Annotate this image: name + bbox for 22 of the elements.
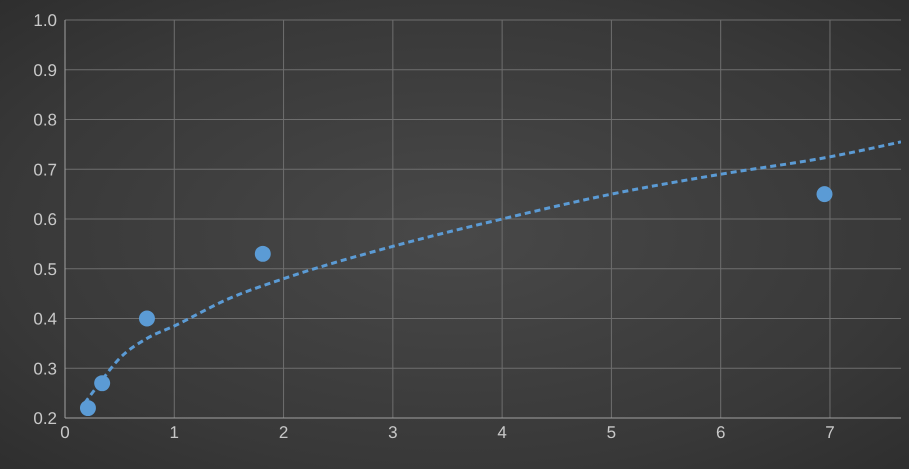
y-tick-label: 1.0 bbox=[33, 11, 57, 30]
y-tick-label: 0.5 bbox=[33, 260, 57, 279]
x-tick-label: 3 bbox=[388, 423, 398, 442]
y-tick-label: 0.3 bbox=[33, 359, 57, 378]
y-tick-label: 0.6 bbox=[33, 210, 57, 230]
point bbox=[254, 246, 271, 262]
x-tick-label: 0 bbox=[60, 423, 70, 442]
y-tick-label: 0.4 bbox=[33, 310, 57, 329]
point bbox=[138, 310, 155, 326]
point bbox=[80, 400, 96, 416]
y-tick-label: 0.9 bbox=[33, 60, 57, 80]
x-tick-label: 7 bbox=[825, 423, 835, 442]
y-tick-label: 0.7 bbox=[33, 160, 57, 180]
x-tick-label: 6 bbox=[716, 423, 726, 442]
y-tick-label: 0.2 bbox=[33, 409, 57, 428]
point bbox=[816, 186, 832, 202]
x-tick-label: 2 bbox=[278, 423, 288, 442]
point bbox=[94, 375, 110, 392]
x-tick-label: 4 bbox=[497, 423, 507, 442]
x-tick-label: 5 bbox=[606, 423, 616, 442]
y-tick-label: 0.8 bbox=[33, 110, 57, 130]
x-tick-label: 1 bbox=[170, 423, 180, 442]
